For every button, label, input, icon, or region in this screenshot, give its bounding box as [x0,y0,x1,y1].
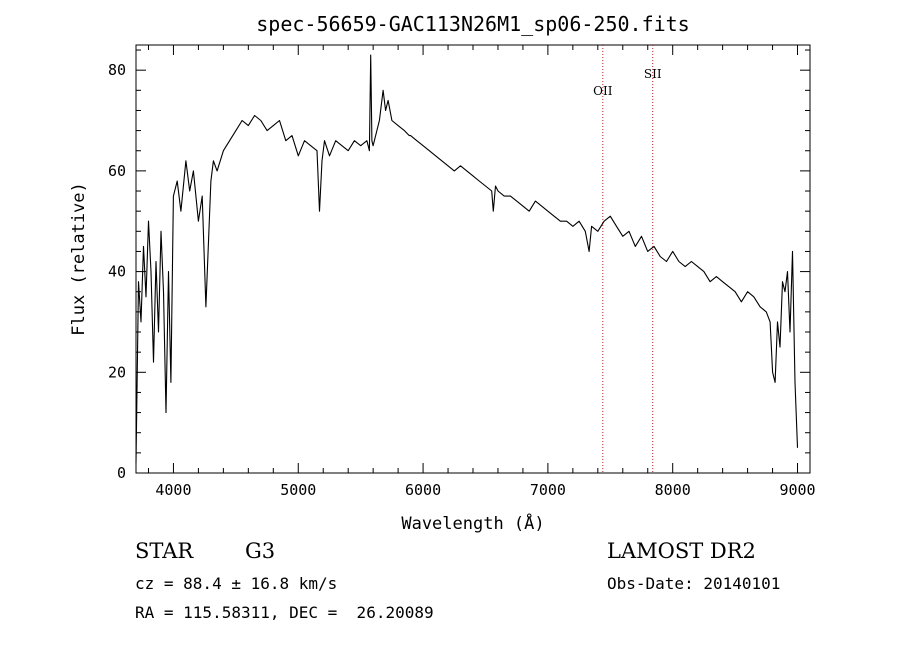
chart-title: spec-56659-GAC113N26M1_sp06-250.fits [256,12,689,36]
spectrum-line [135,54,799,463]
y-axis-label: Flux (relative) [69,182,89,336]
x-tick-label: 8000 [655,481,691,499]
y-tick-label: 40 [108,263,126,281]
y-tick-label: 60 [108,162,126,180]
x-tick-label: 7000 [530,481,566,499]
x-axis-label: Wavelength (Å) [401,512,544,534]
object-class: STAR [135,539,194,563]
survey-name: LAMOST DR2 [607,539,756,563]
x-tick-label: 6000 [405,481,441,499]
line-label-sii: SII [644,67,662,81]
object-subclass: G3 [245,539,276,563]
line-label-oii: OII [593,84,613,98]
observation-date: Obs-Date: 20140101 [607,574,781,593]
plot-frame [135,44,811,474]
x-tick-label: 4000 [155,481,191,499]
x-tick-label: 9000 [779,481,815,499]
y-tick-label: 0 [117,464,126,482]
x-tick-label: 5000 [280,481,316,499]
spectrum-chart: spec-56659-GAC113N26M1_sp06-250.fits Wave… [69,12,816,534]
y-tick-label: 80 [108,61,126,79]
y-tick-label: 20 [108,363,126,381]
redshift-velocity: cz = 88.4 ± 16.8 km/s [135,574,338,593]
coordinates: RA = 115.58311, DEC = 26.20089 [135,603,434,622]
